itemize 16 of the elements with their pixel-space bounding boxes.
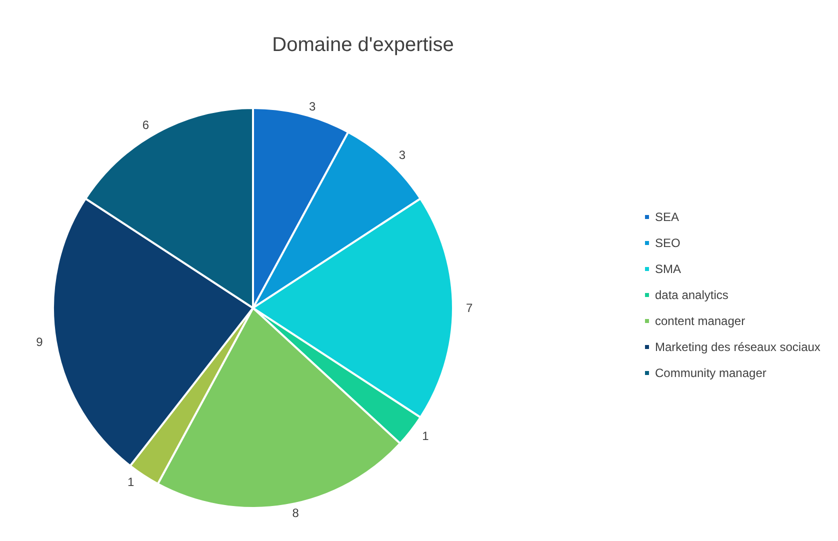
data-label: 9 (36, 335, 44, 350)
legend-label: SMA (655, 262, 682, 276)
data-label: 3 (398, 148, 406, 162)
data-label: 3 (309, 99, 316, 114)
legend-label: SEA (655, 210, 680, 224)
legend-label: Marketing des réseaux sociaux (655, 340, 820, 354)
data-label: 8 (292, 506, 300, 520)
data-label: 6 (142, 118, 150, 132)
data-label: 1 (422, 428, 430, 443)
legend-label: SEO (655, 236, 680, 250)
legend-label: data analytics (655, 288, 728, 302)
legend-label: Community manager (655, 366, 766, 380)
data-label: 1 (128, 475, 135, 490)
chart-title: Domaine d'expertise (272, 34, 454, 56)
legend-label: content manager (655, 314, 746, 328)
data-label: 7 (466, 301, 473, 315)
